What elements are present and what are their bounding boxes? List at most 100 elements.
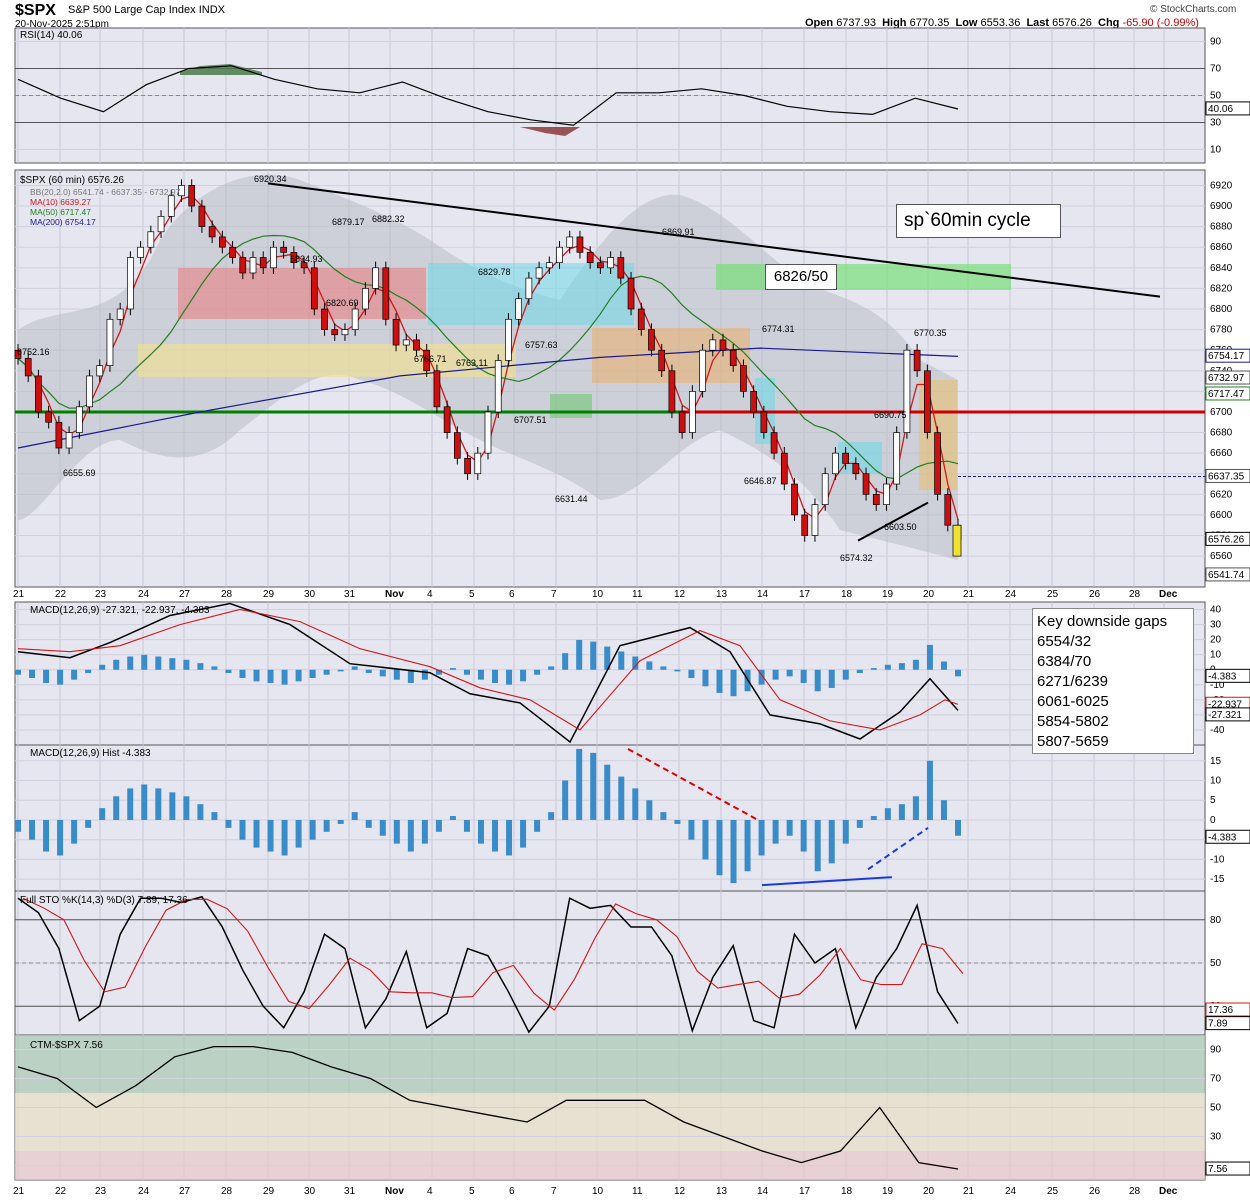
x-tick-label: 12 [674,589,686,600]
hist-bar [15,819,21,832]
hist-bar [758,819,765,856]
x-tick-label: 14 [757,589,769,600]
x-tick-label-bottom: 11 [632,1186,643,1197]
macd-hist-bar [43,669,50,683]
price-extreme-label: 6882.32 [372,214,405,224]
hist-bar [435,819,442,832]
gaps-title: Key downside gaps [1037,613,1168,630]
macd-hist-bar [477,669,484,680]
last-value: 6576.26 [1052,17,1092,29]
x-tick-label-bottom: 21 [963,1186,975,1197]
candle-body [402,339,410,346]
ohlc-bar: Open 6737.93 High 6770.35 Low 6553.36 La… [805,17,1199,29]
ma50-line [17,234,959,480]
candle-body [321,308,328,330]
candle-body [627,277,635,310]
macd-hist-bar [113,659,120,670]
hist-bar [534,819,541,832]
candle-body [45,411,53,423]
y-tick-label: 5 [1210,795,1216,806]
macd-hist-bar [337,669,344,672]
macd-hist-bar [463,669,470,675]
hist-bar [716,819,723,876]
macd-hist-bar [197,663,204,670]
macd-hist-bar [520,669,527,682]
macd-line-label: -27.321 [1208,710,1242,721]
hist-bar [407,819,414,852]
high-value: 6770.35 [909,17,950,29]
y-tick-label: 6660 [1210,448,1233,459]
macd-hist-bar [786,669,793,677]
hist-bar [29,819,36,840]
price-right-label-box [1205,370,1250,385]
chart-datetime: 20-Nov-2025 2:51pm [15,19,109,30]
ctm-line [17,1045,959,1170]
macd-hist-bar [379,669,386,677]
macd-hist-bar [884,664,891,670]
x-tick-label: 27 [179,589,191,600]
candle-current [952,524,962,557]
price-extreme-label: 6603.50 [884,522,917,532]
x-tick-label: 19 [882,589,894,600]
hist-bar [463,819,470,832]
hist-bar [169,792,176,820]
candle-body [494,360,502,413]
y-tick-label: 6600 [1210,510,1233,521]
hist-bar [884,808,891,820]
hist-bar [379,819,386,836]
candle-body [740,365,747,392]
macd-hist-bar [421,669,428,680]
candle-body [300,262,308,269]
gaps-box: Key downside gaps 6554/32 6384/70 6271/6… [1032,608,1194,754]
hist-bar [940,800,947,820]
hist-bar [492,819,499,852]
y-tick-label: 70 [1210,64,1222,75]
candle-body [811,504,819,536]
x-tick-label: 28 [221,589,233,600]
y-tick-label: 30 [1210,118,1222,129]
candle-body [678,411,686,433]
candle-body [382,267,390,320]
y-tick-label: -10 [1210,680,1225,691]
hist-bar [155,788,162,820]
price-extreme-label: 6646.87 [744,476,777,486]
hist-bar [828,819,835,864]
hist-bar [113,796,120,820]
candle-body [597,262,604,269]
y-tick-label: -15 [1210,874,1225,885]
candle-body [372,267,379,289]
candle-body [535,267,543,279]
macd-hist-bar [828,669,835,688]
hist-bar [604,764,611,820]
hist-bar [99,808,106,820]
hist-bar [365,819,372,828]
sto-d-label: 17.36 [1208,1005,1233,1016]
candle-body [893,432,901,485]
y-tick-label: 10 [1210,650,1222,661]
macd-hist-bar [29,669,36,679]
hist-bar [43,819,50,852]
gap-item: 5854-5802 [1037,713,1109,730]
price-right-label-box [1205,348,1250,363]
candle-body [331,329,339,336]
hist-bar [856,819,863,828]
price-legend-item: MA(200) 6754.17 [30,217,96,227]
macd-hist-bar [856,669,863,674]
x-tick-label: 4 [427,589,433,600]
price-right-label: 6732.97 [1208,373,1245,384]
candle-body [259,257,267,269]
x-tick-label: 24 [138,589,150,600]
ctm-last-label: 7.56 [1208,1164,1228,1175]
macd-hist-bar [702,669,709,687]
macd-hist-bar [435,669,442,675]
macd-signal-label: -22.937 [1208,699,1242,710]
y-tick-label: 6880 [1210,222,1233,233]
candle-body [913,349,921,372]
candle-body [178,185,185,197]
candle-body [545,262,553,269]
hist-bar [267,819,274,852]
hist-bar [814,819,821,872]
sto-k-label: 7.89 [1208,1019,1228,1030]
macd-hist-bar [955,669,961,677]
